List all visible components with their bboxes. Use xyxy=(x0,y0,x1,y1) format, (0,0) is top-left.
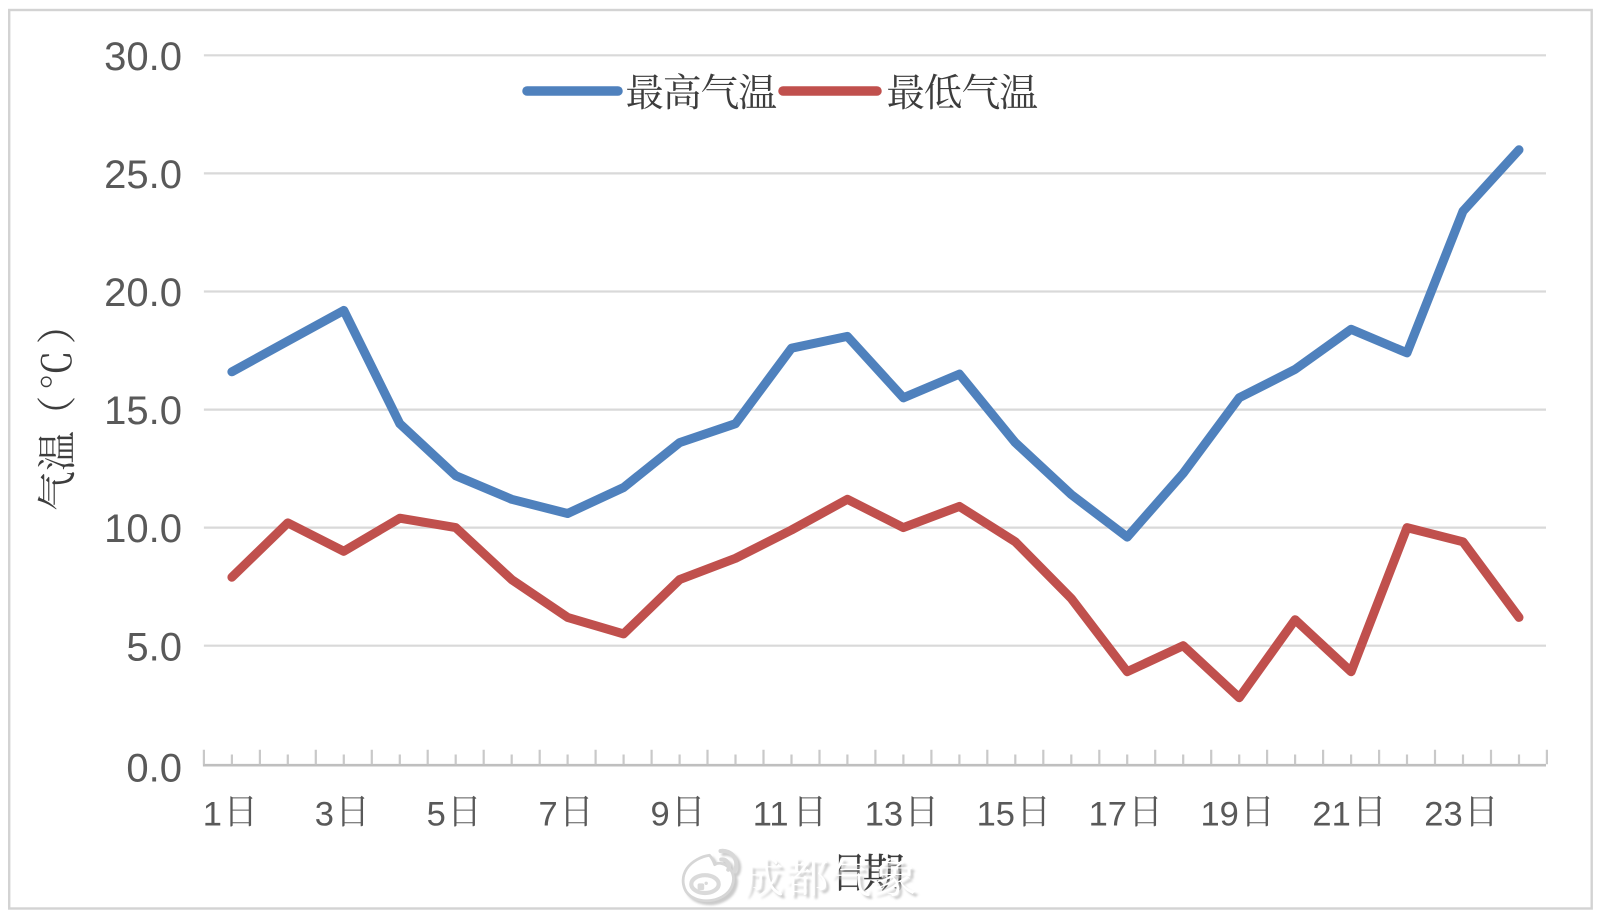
svg-text:15.0: 15.0 xyxy=(104,389,182,433)
svg-text:13: 13 xyxy=(865,796,903,834)
svg-text:15: 15 xyxy=(977,796,1015,834)
svg-text:1: 1 xyxy=(203,796,222,834)
svg-text:10.0: 10.0 xyxy=(104,507,182,551)
svg-text:0.0: 0.0 xyxy=(126,746,182,790)
svg-text:20.0: 20.0 xyxy=(104,271,182,315)
svg-text:11: 11 xyxy=(753,796,789,834)
svg-text:3: 3 xyxy=(315,796,334,834)
svg-text:17: 17 xyxy=(1089,796,1127,834)
svg-text:23: 23 xyxy=(1424,796,1462,834)
svg-text:5.0: 5.0 xyxy=(126,625,182,669)
svg-text:21: 21 xyxy=(1312,796,1350,834)
svg-text:5: 5 xyxy=(427,796,446,834)
svg-text:19: 19 xyxy=(1201,796,1239,834)
svg-text:25.0: 25.0 xyxy=(104,153,182,197)
svg-text:7: 7 xyxy=(539,796,558,834)
svg-text:30.0: 30.0 xyxy=(104,35,182,79)
svg-text:9: 9 xyxy=(651,796,670,834)
